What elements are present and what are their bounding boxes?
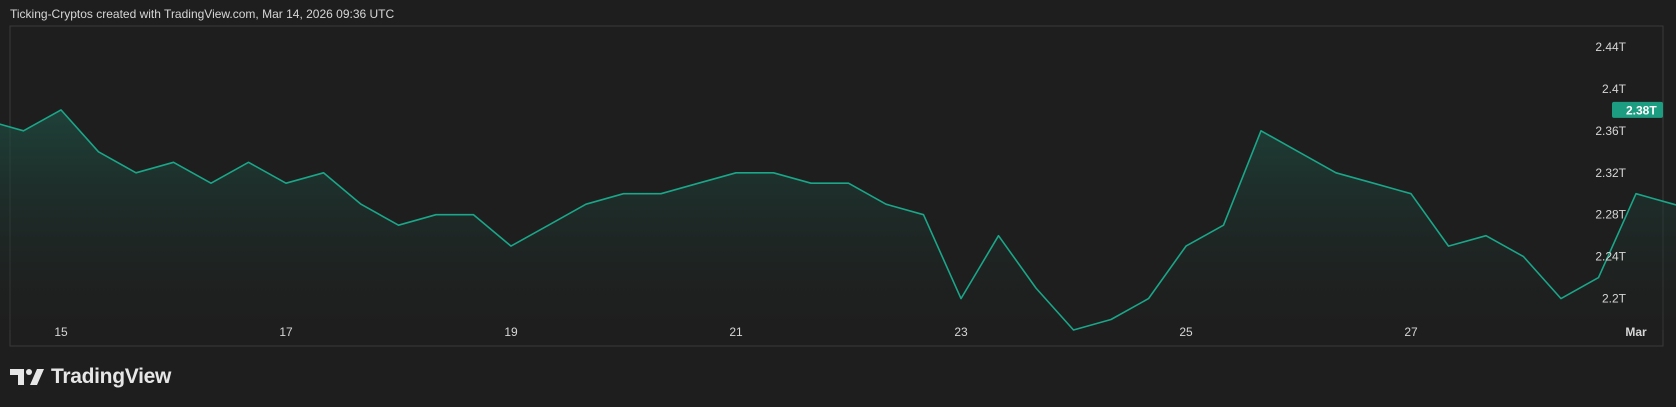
current-price-label: 2.38T xyxy=(1626,103,1657,117)
current-price-tag xyxy=(1612,101,1663,118)
y-tick-label: 2.28T xyxy=(1595,208,1626,222)
x-tick-label: 19 xyxy=(504,325,518,339)
x-tick-label: 25 xyxy=(1179,325,1193,339)
tradingview-logo: TradingView xyxy=(10,365,172,388)
x-tick-label: 27 xyxy=(1404,325,1418,339)
chart-attribution: Ticking-Cryptos created with TradingView… xyxy=(10,7,395,21)
x-tick-label: 23 xyxy=(954,325,968,339)
x-tick-label: 15 xyxy=(54,325,68,339)
tradingview-logo-icon xyxy=(10,369,44,385)
market-cap-line xyxy=(0,109,1676,331)
y-tick-label: 2.2T xyxy=(1602,292,1627,306)
y-tick-label: 2.36T xyxy=(1595,124,1626,138)
y-tick-label: 2.32T xyxy=(1595,166,1626,180)
x-tick-label: Mar xyxy=(1625,325,1647,339)
y-axis: 2.2T 2.24T 2.28T 2.32T 2.36T 2.4T 2.44T xyxy=(1595,40,1626,306)
y-tick-label: 2.4T xyxy=(1602,82,1627,96)
x-axis: 15171921232527Mar35791113 xyxy=(54,325,1647,339)
y-tick-label: 2.44T xyxy=(1595,40,1626,54)
x-tick-label: 21 xyxy=(729,325,743,339)
area-fill xyxy=(0,109,1676,330)
y-tick-label: 2.24T xyxy=(1595,250,1626,264)
x-tick-label: 17 xyxy=(279,325,293,339)
brand-name: TradingView xyxy=(51,365,172,388)
